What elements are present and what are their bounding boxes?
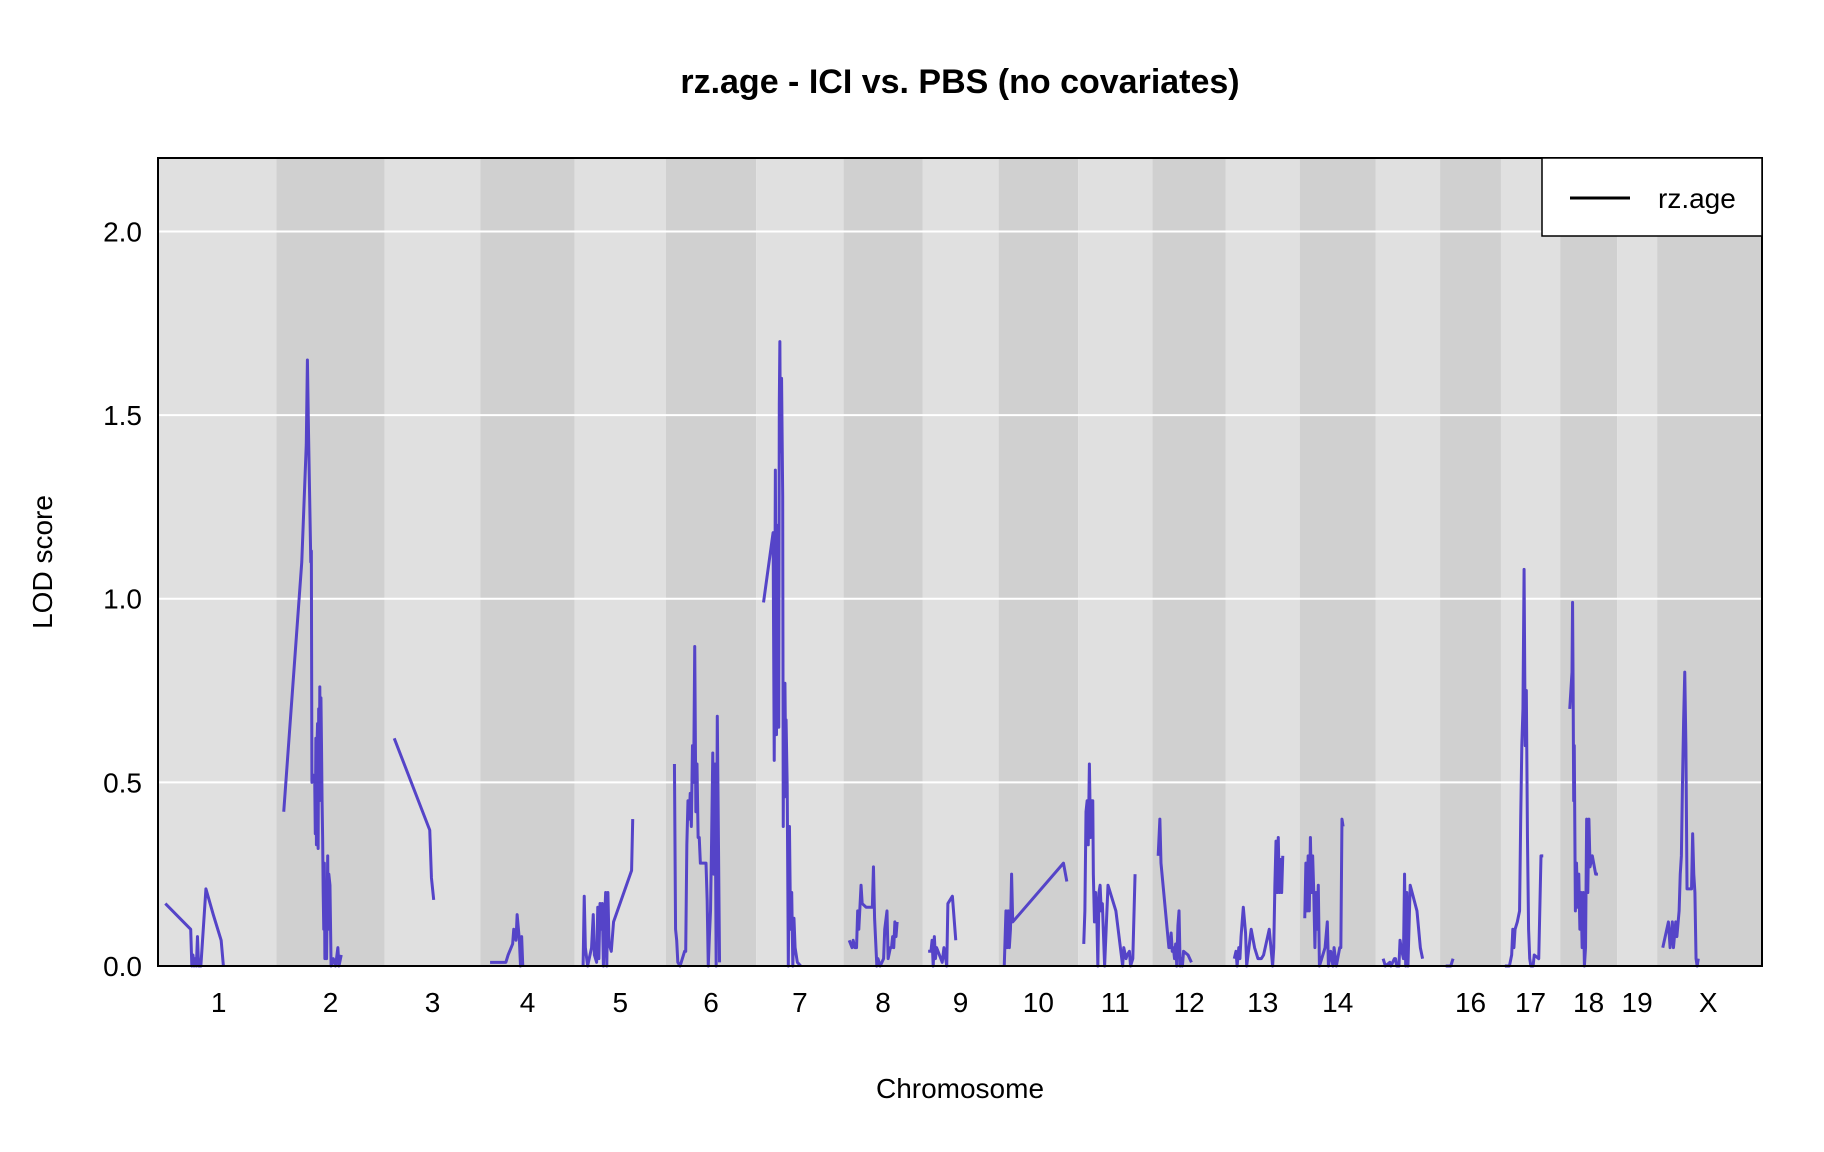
x-tick-label: 7 [792, 987, 808, 1018]
lod-line-chr-9 [928, 894, 958, 968]
chromosome-band-8 [843, 158, 923, 966]
chart-title: rz.age - ICI vs. PBS (no covariates) [680, 63, 1239, 101]
x-axis: 1 2 3 4 5 6 7 8 9 10 11 12 13 14 16 17 18 19 X [211, 987, 1718, 1018]
x-tick-label: 5 [613, 987, 629, 1018]
y-tick-label: 0.5 [103, 767, 142, 798]
y-tick-label: 1.5 [103, 400, 142, 431]
y-tick-label: 0.0 [103, 951, 142, 982]
y-tick-label: 2.0 [103, 216, 142, 247]
x-tick-label: 3 [425, 987, 441, 1018]
y-axis: 0.0 0.5 1.0 1.5 2.0 [103, 216, 142, 982]
chromosome-band-4 [480, 158, 575, 966]
lod-line-chr-x [1661, 670, 1700, 968]
chromosome-band-10 [998, 158, 1079, 966]
x-tick-label: 1 [211, 987, 227, 1018]
x-tick-label: 19 [1622, 987, 1653, 1018]
x-tick-label: 13 [1247, 987, 1278, 1018]
x-tick-label: 8 [875, 987, 891, 1018]
chromosome-bands [158, 158, 1762, 966]
x-tick-label: 9 [953, 987, 969, 1018]
y-axis-label: LOD score [27, 495, 58, 629]
x-tick-label: 14 [1322, 987, 1353, 1018]
lod-line-chr-18 [1568, 600, 1598, 968]
x-tick-label: 12 [1174, 987, 1205, 1018]
lod-line-chr-4 [490, 913, 525, 968]
legend: rz.age [1541, 157, 1763, 237]
lod-series [164, 340, 1700, 968]
lod-line-chr-7 [762, 340, 802, 968]
gridlines [158, 230, 1762, 784]
chromosome-band-16 [1440, 158, 1501, 966]
lod-line-chr-10 [1002, 861, 1069, 967]
lod-line-chr-6 [672, 644, 722, 968]
lod-line-chr-1 [164, 887, 225, 968]
chromosome-band-12 [1152, 158, 1226, 966]
y-tick-label: 1.0 [103, 584, 142, 615]
chromosome-band-15 [1375, 158, 1441, 966]
lod-line-chr-3 [392, 737, 436, 901]
x-tick-label: 11 [1101, 987, 1130, 1018]
chromosome-band-9 [922, 158, 999, 966]
x-axis-label: Chromosome [876, 1073, 1044, 1104]
chromosome-band-7 [756, 158, 844, 966]
x-tick-label: X [1699, 987, 1718, 1018]
x-tick-label: 2 [323, 987, 339, 1018]
lod-line-chr-13 [1232, 835, 1285, 968]
chromosome-band-x [1657, 158, 1762, 966]
lod-line-chr-17 [1504, 567, 1544, 968]
legend-label: rz.age [1658, 183, 1736, 214]
chromosome-band-2 [276, 158, 385, 966]
lod-line-chr-11 [1082, 762, 1137, 968]
x-tick-label: 4 [520, 987, 536, 1018]
chromosome-band-13 [1225, 158, 1300, 966]
lod-line-chr-8 [847, 865, 899, 968]
chromosome-band-14 [1299, 158, 1376, 966]
plot-frame [157, 157, 1763, 967]
lod-line-chr-5 [581, 819, 635, 968]
x-tick-label: 16 [1455, 987, 1486, 1018]
x-tick-label: 6 [703, 987, 719, 1018]
chromosome-band-19 [1617, 158, 1658, 966]
chromosome-band-17 [1500, 158, 1561, 966]
chromosome-band-1 [158, 158, 277, 966]
x-tick-label: 17 [1515, 987, 1546, 1018]
lod-line-chr-2 [282, 358, 343, 968]
chromosome-band-3 [384, 158, 481, 966]
x-tick-label: 18 [1573, 987, 1604, 1018]
chromosome-band-5 [574, 158, 666, 966]
x-tick-label: 10 [1023, 987, 1054, 1018]
